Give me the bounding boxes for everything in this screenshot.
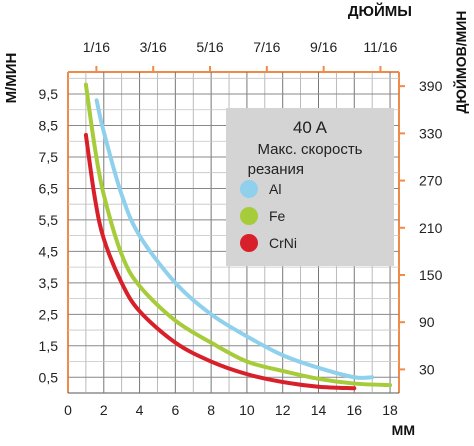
top-tick-label: 3/16 (140, 39, 167, 55)
top-tick-label: 9/16 (310, 39, 337, 55)
top-tick-label: 7/16 (253, 39, 280, 55)
x-tick-label: 2 (100, 402, 108, 418)
y-tick-label: 7,5 (39, 149, 59, 165)
x-tick-label: 6 (171, 402, 179, 418)
left-axis-title: М/МИН (3, 53, 20, 104)
y-tick-label: 5,5 (39, 212, 59, 228)
bottom-axis-title: ММ (392, 422, 415, 438)
top-axis-title: ДЮЙМЫ (348, 2, 412, 20)
x-tick-label: 18 (382, 402, 398, 418)
legend-swatch-crni (240, 234, 258, 252)
legend-swatch-al (240, 180, 258, 198)
legend: 40 A Макс. скорость резания Al Fe CrNi (240, 118, 363, 252)
x-tick-label: 10 (239, 402, 255, 418)
axis-titles: ДЮЙМЫ ММ М/МИН ДЮЙМОВ/МИН (3, 2, 469, 438)
series-line-al (94, 98, 375, 380)
x-tick-label: 0 (64, 402, 72, 418)
top-tick-label: 11/16 (363, 39, 397, 55)
x-tick-label: 8 (207, 402, 215, 418)
top-tick-label: 1/16 (83, 39, 110, 55)
y-tick-label: 9,5 (39, 86, 59, 102)
right-tick-label: 30 (419, 361, 435, 377)
right-tick-label: 390 (419, 78, 443, 94)
legend-label-al: Al (269, 181, 281, 197)
right-tick-label: 150 (419, 267, 443, 283)
right-axis-title: ДЮЙМОВ/МИН (452, 11, 469, 114)
right-tick-label: 210 (419, 220, 443, 236)
legend-label-crni: CrNi (269, 235, 297, 251)
legend-label-fe: Fe (269, 208, 286, 224)
right-tick-label: 90 (419, 314, 435, 330)
right-tick-label: 330 (419, 125, 443, 141)
series-line-fe (83, 82, 393, 388)
legend-title: 40 A (293, 118, 328, 137)
x-tick-label: 16 (346, 402, 362, 418)
right-tick-label: 270 (419, 173, 443, 189)
y-tick-label: 1,5 (39, 338, 59, 354)
y-tick-label: 2,5 (39, 306, 59, 322)
y-tick-label: 8,5 (39, 118, 59, 134)
tick-labels: 0 2 4 6 8 10 12 14 16 18 1/16 3/16 5/16 7/16 9/16 11/16… (39, 39, 443, 418)
y-tick-label: 6,5 (39, 180, 59, 196)
y-tick-label: 4,5 (39, 243, 59, 259)
top-tick-label: 5/16 (196, 39, 223, 55)
legend-swatch-fe (240, 207, 258, 225)
x-tick-label: 14 (311, 402, 327, 418)
x-tick-label: 12 (275, 402, 291, 418)
legend-subtitle-line1: Макс. скорость (257, 141, 362, 158)
series-lines (83, 82, 393, 391)
x-tick-label: 4 (136, 402, 144, 418)
y-tick-label: 0,5 (39, 369, 59, 385)
y-tick-label: 3,5 (39, 275, 59, 291)
series-line-crni (83, 132, 357, 391)
legend-subtitle-line2: резания (248, 161, 304, 178)
